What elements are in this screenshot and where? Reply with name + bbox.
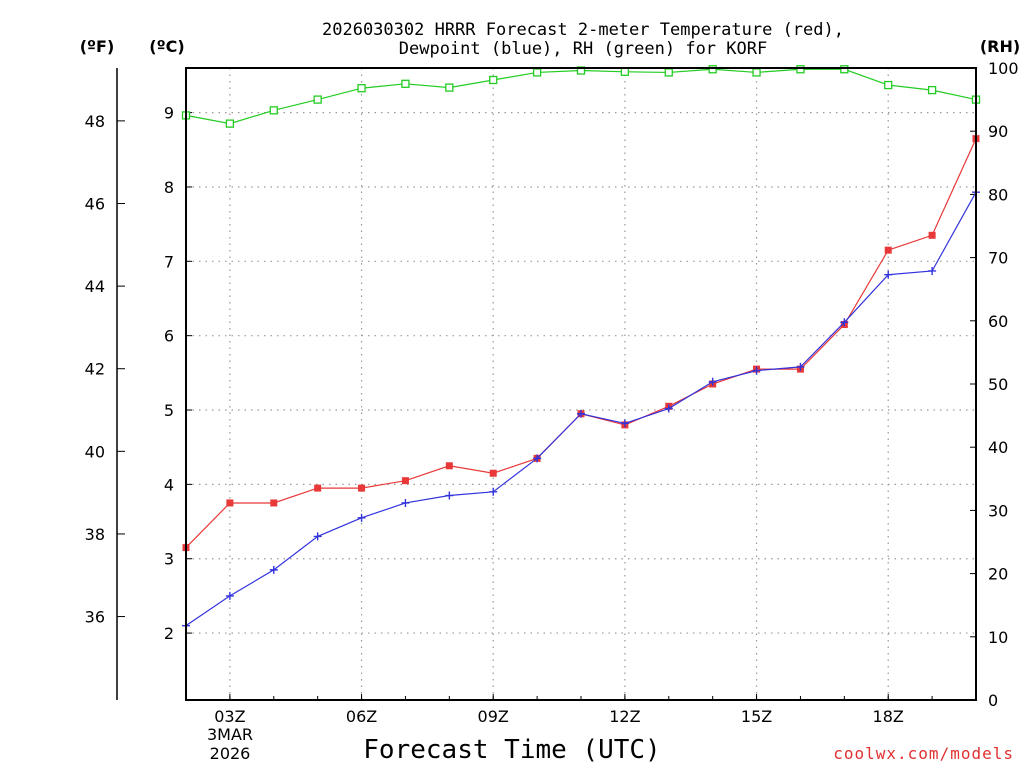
x-tick-label: 03Z <box>214 707 245 726</box>
fahrenheit-tick-label: 42 <box>85 360 105 379</box>
rh-point <box>401 79 410 88</box>
temperature-point <box>401 477 409 485</box>
rh-axis: 0 10 20 30 40 50 60 70 80 90 100 <box>970 59 1019 710</box>
rh-point <box>620 67 630 76</box>
x-axis: 03Z 06Z 09Z 12Z 15Z 18Z <box>185 694 977 726</box>
rh-point <box>752 68 761 77</box>
x-tick-label: 06Z <box>346 707 377 726</box>
chart-title-line1: 2026030302 HRRR Forecast 2-meter Tempera… <box>322 20 844 40</box>
dewpoint-point <box>401 498 410 507</box>
temperature-point <box>489 469 497 477</box>
dewpoint-point <box>357 513 366 522</box>
grid-lines <box>186 68 976 700</box>
temperature-point <box>314 484 322 492</box>
rh-tick-label: 40 <box>988 438 1008 457</box>
celsius-tick-label: 7 <box>164 252 174 271</box>
fahrenheit-tick-label: 40 <box>85 442 105 461</box>
rh-tick-label: 50 <box>988 375 1008 394</box>
x-tick-label: 18Z <box>873 707 904 726</box>
celsius-tick-label: 5 <box>164 401 174 420</box>
celsius-tick-label: 2 <box>164 624 174 643</box>
series-layer <box>181 65 981 630</box>
fahrenheit-unit-label: (ºF) <box>80 37 115 56</box>
temperature-point <box>928 231 936 239</box>
credit-text: coolwx.com/models <box>833 744 1014 763</box>
rh-point <box>708 65 717 74</box>
dewpoint-point <box>269 565 278 574</box>
fahrenheit-axis: 36 38 40 42 44 46 48 <box>85 112 125 627</box>
temperature-point <box>445 462 453 470</box>
rh-point <box>927 85 937 95</box>
fahrenheit-tick-label: 38 <box>85 525 105 544</box>
dewpoint-point <box>752 366 761 375</box>
dewpoint-point <box>664 404 673 413</box>
series-temperature <box>182 135 980 552</box>
dewpoint-point <box>708 377 717 386</box>
x-axis-title: Forecast Time (UTC) <box>363 735 660 765</box>
dewpoint-point <box>928 266 937 275</box>
rh-point <box>269 106 278 115</box>
dewpoint-point <box>796 362 805 371</box>
rh-point <box>225 119 235 128</box>
rh-tick-label: 30 <box>988 501 1008 520</box>
fahrenheit-tick-label: 46 <box>85 194 105 213</box>
temperature-line <box>185 138 977 548</box>
rh-unit-label: (RH) <box>980 37 1020 56</box>
dewpoint-point <box>533 454 542 463</box>
rh-tick-label: 90 <box>988 122 1008 141</box>
rh-tick-label: 20 <box>988 565 1008 584</box>
celsius-tick-label: 6 <box>164 327 174 346</box>
celsius-tick-label: 8 <box>164 178 174 197</box>
plot-frame <box>185 67 977 701</box>
celsius-tick-label: 9 <box>164 104 174 123</box>
x-tick-label: 09Z <box>478 707 509 726</box>
dewpoint-line <box>185 191 977 627</box>
date-label-day: 3MAR <box>207 725 253 744</box>
fahrenheit-tick-label: 44 <box>85 277 105 296</box>
dewpoint-point <box>577 409 585 418</box>
temperature-point <box>226 499 234 507</box>
dewpoint-point <box>313 532 322 541</box>
rh-point <box>840 65 849 74</box>
celsius-tick-label: 3 <box>164 550 174 569</box>
rh-tick-label: 80 <box>988 185 1008 204</box>
rh-line <box>185 68 977 125</box>
rh-point <box>357 84 366 93</box>
dewpoint-point <box>884 270 893 279</box>
celsius-axis: 2 3 4 5 6 7 8 9 <box>164 104 192 643</box>
x-tick-label: 15Z <box>741 707 772 726</box>
rh-point <box>313 95 322 104</box>
rh-point <box>664 68 673 77</box>
celsius-unit-label: (ºC) <box>149 37 184 56</box>
rh-point <box>489 75 498 85</box>
rh-point <box>796 65 805 74</box>
temperature-point <box>270 499 278 507</box>
rh-tick-label: 0 <box>988 691 998 710</box>
chart-title-line2: Dewpoint (blue), RH (green) for KORF <box>399 39 767 59</box>
temperature-point <box>884 246 892 254</box>
rh-tick-label: 100 <box>988 59 1019 78</box>
series-dewpoint <box>182 188 980 630</box>
rh-tick-label: 10 <box>988 628 1008 647</box>
rh-tick-label: 60 <box>988 312 1008 331</box>
dewpoint-point <box>489 487 498 496</box>
series-rh <box>181 65 981 128</box>
rh-point <box>445 83 454 92</box>
rh-point <box>532 68 542 77</box>
dewpoint-point <box>620 419 629 428</box>
rh-tick-label: 70 <box>988 249 1008 268</box>
fahrenheit-tick-label: 48 <box>85 112 105 131</box>
dewpoint-point <box>445 491 454 500</box>
dewpoint-point <box>840 318 849 327</box>
dewpoint-point <box>225 591 234 600</box>
x-tick-label: 12Z <box>609 707 640 726</box>
date-label-year: 2026 <box>210 744 251 763</box>
temperature-point <box>358 484 366 492</box>
celsius-tick-label: 4 <box>164 475 174 494</box>
rh-point <box>884 80 893 90</box>
fahrenheit-tick-label: 36 <box>85 608 105 627</box>
